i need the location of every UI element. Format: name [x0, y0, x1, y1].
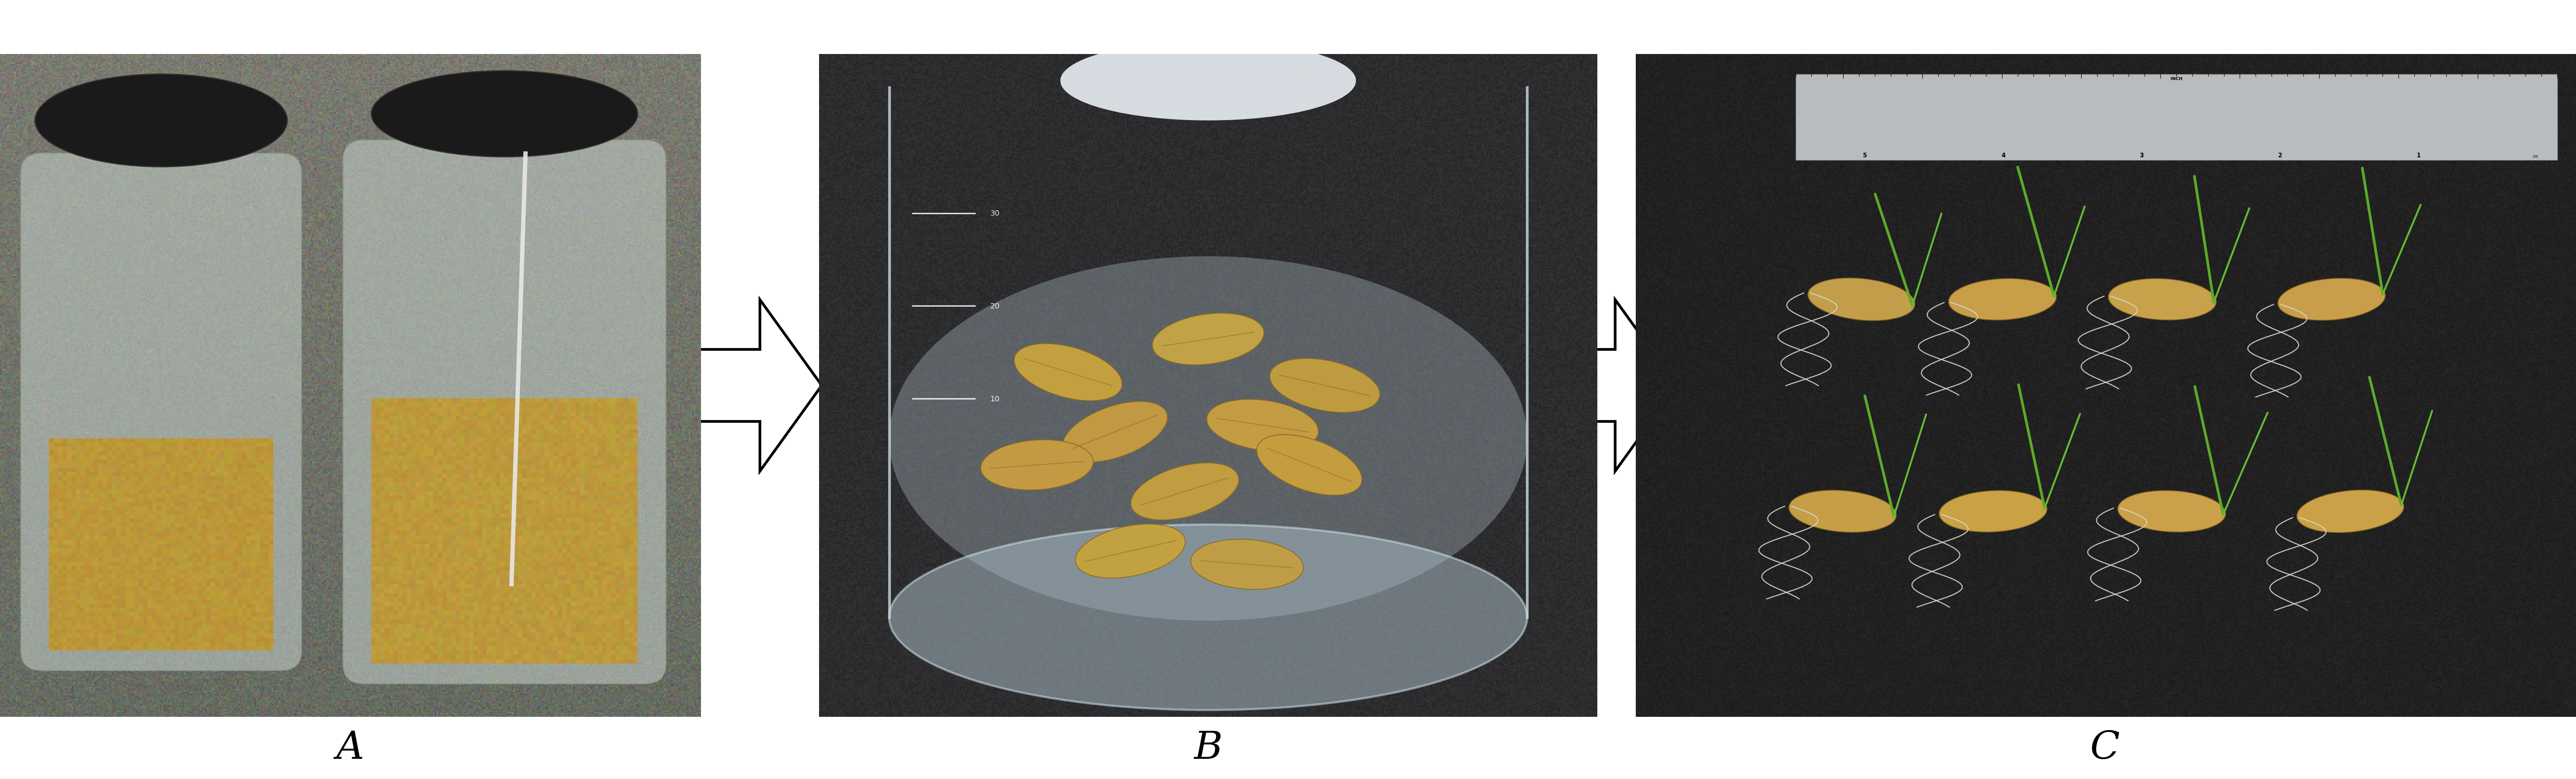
Ellipse shape	[1061, 402, 1167, 462]
Ellipse shape	[1190, 539, 1303, 590]
Text: 30: 30	[989, 210, 999, 217]
Text: 5: 5	[1862, 153, 1868, 158]
Ellipse shape	[889, 256, 1528, 621]
Ellipse shape	[36, 74, 289, 167]
Text: 20: 20	[989, 302, 999, 310]
Text: B: B	[1193, 729, 1224, 767]
FancyBboxPatch shape	[1795, 74, 2558, 160]
Ellipse shape	[1788, 491, 1896, 532]
Ellipse shape	[1151, 313, 1265, 365]
Text: A: A	[337, 729, 363, 767]
Ellipse shape	[1131, 463, 1239, 520]
Ellipse shape	[981, 440, 1092, 490]
Polygon shape	[698, 300, 822, 471]
Ellipse shape	[889, 525, 1528, 710]
Ellipse shape	[1808, 278, 1914, 321]
Ellipse shape	[1206, 400, 1319, 451]
Ellipse shape	[1074, 524, 1185, 578]
Text: 2: 2	[2277, 153, 2282, 158]
Ellipse shape	[1940, 491, 2048, 532]
Ellipse shape	[1270, 358, 1381, 413]
Polygon shape	[1553, 300, 1677, 471]
Text: 1: 1	[2416, 153, 2421, 158]
FancyBboxPatch shape	[343, 140, 665, 684]
Text: C: C	[2089, 729, 2120, 767]
Ellipse shape	[2117, 491, 2226, 532]
Ellipse shape	[1257, 435, 1363, 495]
Text: 10: 10	[989, 395, 999, 403]
FancyBboxPatch shape	[21, 153, 301, 670]
Ellipse shape	[371, 71, 639, 157]
Text: INCH: INCH	[2172, 77, 2182, 81]
Ellipse shape	[1015, 344, 1123, 401]
Text: 4: 4	[2002, 153, 2004, 158]
Ellipse shape	[2107, 279, 2215, 320]
Ellipse shape	[1061, 41, 1355, 121]
Ellipse shape	[2277, 279, 2385, 320]
Ellipse shape	[1947, 279, 2056, 320]
Ellipse shape	[2298, 490, 2403, 533]
Text: cm: cm	[2532, 154, 2537, 158]
Text: 3: 3	[2141, 153, 2143, 158]
